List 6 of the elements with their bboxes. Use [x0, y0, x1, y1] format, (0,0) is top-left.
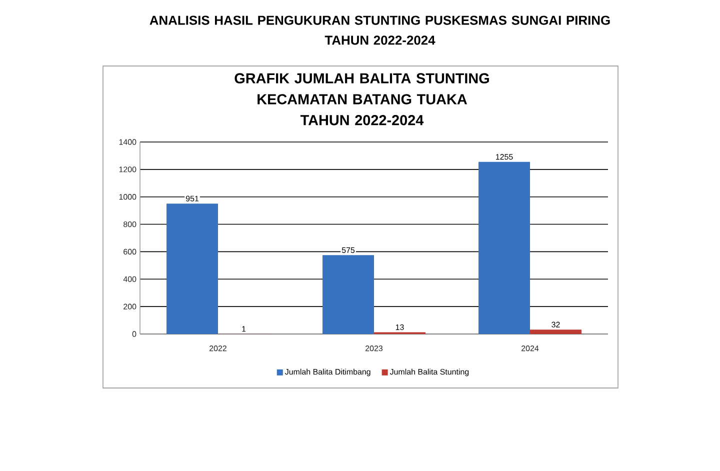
chart-title: ANALISIS HASIL PENGUKURAN STUNTING PUSKESMAS SUNGAI PIRING TAHUN 2022-2024 [150, 16, 610, 45]
bar [478, 162, 530, 334]
chart-subtitle: GRAFIK JUMLAH BALITA STUNTING KECAMATAN BATANG TUAKA TAHUN 2022-2024 [234, 73, 489, 126]
bar [322, 255, 374, 334]
bar [166, 204, 218, 334]
bar [530, 330, 582, 334]
